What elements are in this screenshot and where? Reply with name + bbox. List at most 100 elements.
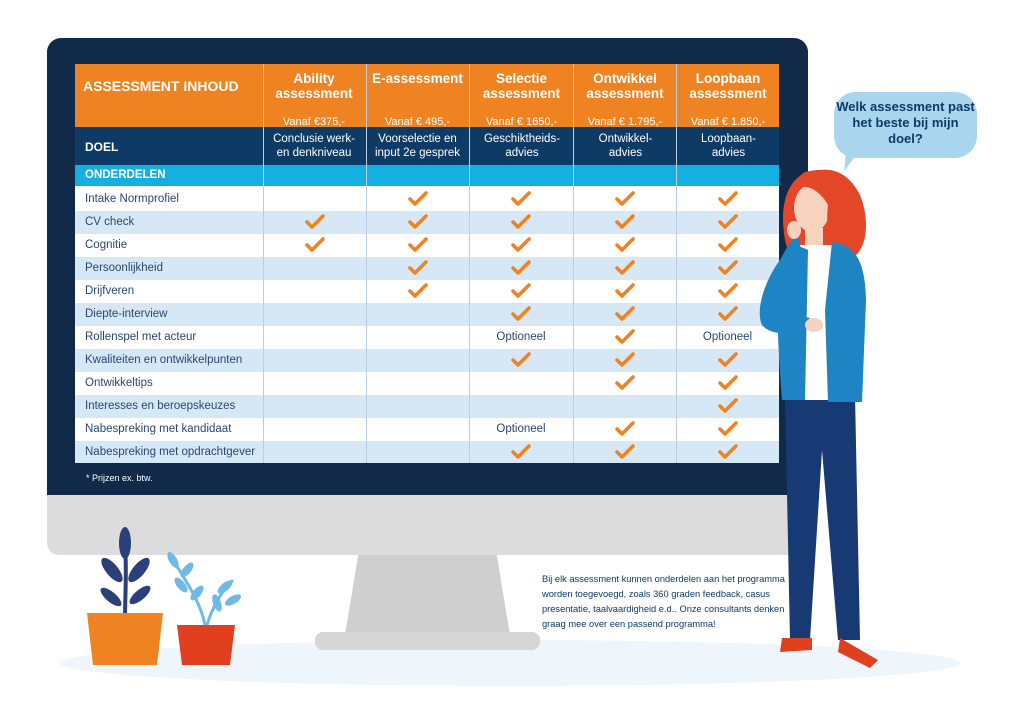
plant-light (167, 551, 242, 626)
column-divider (469, 64, 470, 463)
row-label: Nabespreking met opdrachtgever (85, 446, 256, 458)
table-cell (469, 280, 573, 303)
table-cell (573, 349, 676, 372)
table-cell (676, 280, 779, 303)
check-icon (614, 283, 635, 298)
table-cell (469, 211, 573, 234)
table-row: Ontwikkeltips (75, 372, 779, 395)
monitor-stand (345, 555, 510, 635)
section-label: ONDERDELEN (85, 169, 166, 181)
table-cell (263, 326, 366, 349)
table-cell (366, 372, 469, 395)
table-cell (263, 349, 366, 372)
check-icon (717, 283, 738, 298)
check-icon (717, 237, 738, 252)
check-icon (717, 191, 738, 206)
column-price: Vanaf € 495,- (384, 116, 451, 128)
check-icon (304, 237, 325, 252)
column-divider (263, 64, 264, 463)
table-cell: Optioneel (469, 326, 573, 349)
check-icon (717, 375, 738, 390)
table-cell (469, 257, 573, 280)
column-name: E-assessment (372, 71, 463, 86)
table-cell (263, 211, 366, 234)
column-price: Vanaf €375,- (282, 116, 346, 128)
check-icon (407, 260, 428, 275)
table-cell (263, 257, 366, 280)
table-cell (573, 303, 676, 326)
row-label: CV check (85, 216, 135, 228)
table-cell (366, 234, 469, 257)
table-cell (676, 441, 779, 463)
table-cell (676, 234, 779, 257)
column-name: Loopbaan assessment (689, 71, 767, 101)
table-cell: Optioneel (676, 326, 779, 349)
table-cell (676, 418, 779, 441)
doel-value: Loopbaan-advies (701, 133, 756, 159)
column-header-loopbaan: Loopbaan assessment Vanaf € 1.850,- (677, 71, 779, 130)
pot-red (177, 625, 235, 665)
monitor-chin (47, 495, 808, 555)
table-cell (469, 441, 573, 463)
table-cell (676, 303, 779, 326)
table-cell (366, 211, 469, 234)
check-icon (614, 260, 635, 275)
check-icon (304, 214, 325, 229)
table-cell (676, 349, 779, 372)
column-header-e-assessment: E-assessment Vanaf € 495,- (366, 71, 469, 130)
row-label: Nabespreking met kandidaat (85, 423, 232, 435)
check-icon (614, 214, 635, 229)
footnote: * Prijzen ex. btw. (86, 473, 153, 483)
table-cell (573, 372, 676, 395)
check-icon (511, 237, 531, 252)
table-cell (676, 188, 779, 211)
table-row: Drijfveren (75, 280, 779, 303)
check-icon (511, 191, 531, 206)
table-cell (366, 418, 469, 441)
table-cell (263, 372, 366, 395)
doel-value: Conclusie werk- en denkniveau (273, 133, 355, 159)
table-cell (676, 257, 779, 280)
table-cell (366, 188, 469, 211)
check-icon (614, 191, 635, 206)
row-label: Drijfveren (85, 285, 135, 297)
check-icon (511, 352, 531, 367)
row-label: Rollenspel met acteur (85, 331, 197, 343)
table-cell (573, 441, 676, 463)
table-cell (573, 326, 676, 349)
optional-label: Optioneel (496, 423, 546, 435)
check-icon (717, 352, 738, 367)
table-row: Intake Normprofiel (75, 188, 779, 211)
check-icon (511, 283, 531, 298)
table-row: Nabespreking met kandidaat Optioneel (75, 418, 779, 441)
check-icon (407, 191, 428, 206)
monitor-base (315, 632, 540, 650)
table-body: Intake Normprofiel CV check Cognitie Persoo… (75, 188, 779, 463)
row-label: Ontwikkeltips (85, 377, 153, 389)
assessment-table: ASSESSMENT INHOUD Ability assessment Van… (75, 64, 779, 463)
doel-row: DOEL Conclusie werk- en denkniveau Voors… (75, 127, 779, 165)
check-icon (717, 421, 738, 436)
column-divider (676, 64, 677, 463)
section-header: ONDERDELEN (75, 165, 779, 186)
table-row: Cognitie (75, 234, 779, 257)
column-name: Ability assessment (275, 71, 353, 101)
column-price: Vanaf € 1.795,- (587, 116, 663, 128)
table-row: Interesses en beroepskeuzes (75, 395, 779, 418)
doel-value: Geschiktheids-advies (483, 133, 561, 159)
table-row: Nabespreking met opdrachtgever (75, 441, 779, 463)
table-cell (263, 395, 366, 418)
table-cell (469, 234, 573, 257)
table-cell (366, 303, 469, 326)
row-label: Intake Normprofiel (85, 193, 179, 205)
column-header-ontwikkel: Ontwikkel assessment Vanaf € 1.795,- (574, 71, 676, 130)
check-icon (717, 398, 738, 413)
table-row: Diepte-interview (75, 303, 779, 326)
woman-illustration (759, 169, 878, 668)
optional-label: Optioneel (496, 331, 546, 343)
table-cell (366, 395, 469, 418)
row-label: Interesses en beroepskeuzes (85, 400, 236, 412)
doel-value: Voorselectie en input 2e gesprek (374, 133, 461, 159)
table-cell (263, 441, 366, 463)
table-cell (366, 349, 469, 372)
